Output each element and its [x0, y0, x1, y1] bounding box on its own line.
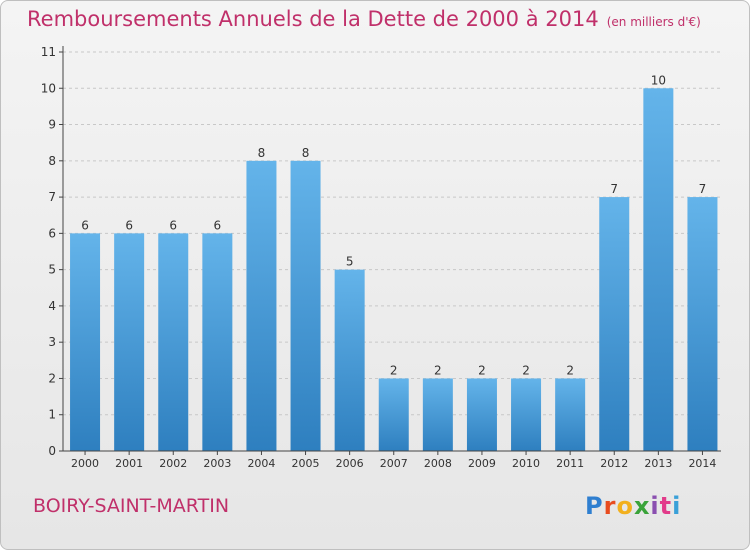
- bar-value-label: 6: [214, 218, 222, 232]
- bar: [246, 160, 277, 451]
- x-tick-label: 2009: [468, 457, 496, 470]
- labels: 6 2000 6 2001 6 2002 6 2003 8 2004 8 2005 5 2006 2 2007…: [71, 73, 716, 470]
- x-tick-label: 2005: [292, 457, 320, 470]
- logo-letter: t: [659, 492, 673, 520]
- y-tick-label: 5: [48, 263, 56, 277]
- y-tick-label: 0: [48, 444, 56, 458]
- bar: [378, 378, 409, 451]
- x-tick-label: 2006: [336, 457, 364, 470]
- bar: [422, 378, 453, 451]
- town-name: BOIRY-SAINT-MARTIN: [33, 495, 230, 517]
- logo-letter: P: [585, 492, 604, 520]
- bar: [70, 233, 101, 451]
- y-tick-label: 9: [48, 118, 56, 132]
- y-tick-label: 1: [48, 408, 56, 422]
- chart-title: Remboursements Annuels de la Dette de 20…: [27, 7, 701, 31]
- x-tick-label: 2012: [600, 457, 628, 470]
- bar-value-label: 10: [651, 73, 666, 87]
- bars: [70, 88, 718, 451]
- bar-value-label: 2: [434, 363, 442, 377]
- bar: [599, 197, 630, 451]
- y-tick-label: 6: [48, 226, 56, 240]
- bar-value-label: 2: [522, 363, 530, 377]
- x-tick-label: 2004: [247, 457, 275, 470]
- x-tick-label: 2007: [380, 457, 408, 470]
- x-tick-label: 2014: [688, 457, 716, 470]
- bar: [290, 160, 321, 451]
- y-tick-label: 3: [48, 335, 56, 349]
- y-tick-label: 7: [48, 190, 56, 204]
- chart-unit: (en milliers d'€): [606, 15, 701, 29]
- y-tick-label: 8: [48, 154, 56, 168]
- bar-value-label: 6: [125, 218, 133, 232]
- x-tick-label: 2011: [556, 457, 584, 470]
- bar-value-label: 7: [699, 182, 707, 196]
- bar: [466, 378, 497, 451]
- x-tick-label: 2010: [512, 457, 540, 470]
- x-tick-label: 2013: [644, 457, 672, 470]
- chart-title-text: Remboursements Annuels de la Dette de 20…: [27, 7, 599, 31]
- x-tick-label: 2000: [71, 457, 99, 470]
- bar-value-label: 5: [346, 255, 354, 269]
- y-tick-label: 11: [41, 45, 56, 59]
- bar: [687, 197, 718, 451]
- y-tick-label: 4: [48, 299, 56, 313]
- logo-letter: i: [650, 492, 660, 520]
- bar: [511, 378, 542, 451]
- y-tick-label: 10: [41, 81, 56, 95]
- proxiti-logo: Proxiti: [585, 492, 681, 520]
- logo-letter: o: [616, 492, 634, 520]
- x-tick-label: 2008: [424, 457, 452, 470]
- bar-value-label: 2: [478, 363, 486, 377]
- x-tick-label: 2001: [115, 457, 143, 470]
- bar: [202, 233, 233, 451]
- bar: [334, 269, 365, 451]
- bar-value-label: 8: [302, 146, 310, 160]
- axes: 0 1 2 3 4 5 6 7 8 9 10 11: [41, 45, 721, 458]
- x-tick-label: 2003: [203, 457, 231, 470]
- bar-value-label: 2: [566, 363, 574, 377]
- logo-letter: r: [603, 492, 617, 520]
- bar: [158, 233, 189, 451]
- bar: [643, 88, 674, 451]
- bar-value-label: 2: [390, 363, 398, 377]
- logo-letter: i: [672, 492, 682, 520]
- bar: [114, 233, 145, 451]
- bar-value-label: 6: [169, 218, 177, 232]
- bar-value-label: 7: [610, 182, 618, 196]
- bar-value-label: 6: [81, 218, 89, 232]
- y-tick-label: 2: [48, 371, 56, 385]
- bar-value-label: 8: [258, 146, 266, 160]
- logo-letter: x: [633, 492, 651, 520]
- bar: [555, 378, 586, 451]
- x-tick-label: 2002: [159, 457, 187, 470]
